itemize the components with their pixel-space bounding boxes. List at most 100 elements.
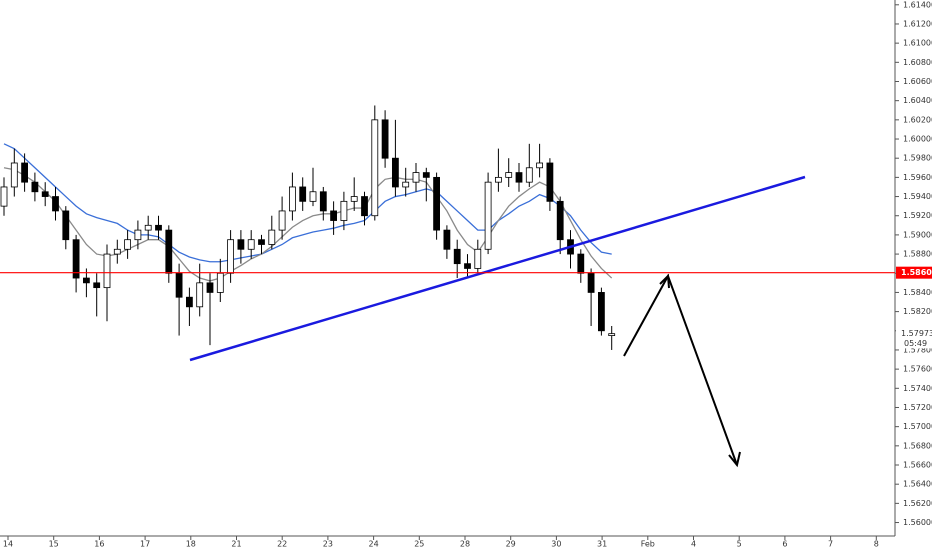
y-tick-label: 1.57800	[903, 345, 932, 354]
candle-body	[453, 248, 461, 265]
candle-body	[422, 172, 430, 178]
candle-body	[175, 272, 183, 298]
x-tick-label: 24	[369, 540, 379, 549]
trend-line	[189, 175, 806, 362]
candle-body	[278, 210, 286, 231]
candle-body	[93, 282, 101, 289]
x-tick-label: 29	[506, 540, 516, 549]
candle-body	[237, 239, 245, 250]
x-tick-label: 30	[551, 540, 561, 549]
y-tick-label: 1.58400	[903, 288, 932, 297]
last-price-label: 1.57973	[901, 329, 932, 338]
y-tick-label: 1.56600	[903, 461, 932, 470]
candle-body	[494, 176, 502, 183]
x-tick-label: 21	[231, 540, 241, 549]
candle-body	[536, 162, 543, 169]
y-tick-label: 1.59400	[903, 192, 932, 201]
price-level-label: 1.58606	[901, 268, 932, 277]
x-tick-label: 5	[737, 540, 742, 549]
y-tick-label: 1.59000	[903, 230, 932, 239]
plot	[0, 105, 616, 350]
y-tick-label: 1.59800	[903, 154, 932, 163]
y-tick-label: 1.59600	[903, 173, 932, 182]
candle-body	[340, 200, 348, 221]
candle-body	[402, 181, 410, 188]
y-tick-label: 1.56800	[903, 441, 932, 450]
candle-body	[319, 191, 327, 212]
x-tick-label: 22	[277, 540, 287, 549]
arrow-head	[659, 273, 670, 289]
candle-body	[31, 181, 39, 193]
candle-body	[247, 239, 255, 250]
x-tick-label: 16	[94, 540, 104, 549]
y-tick-label: 1.58200	[903, 307, 932, 316]
price-level-box	[896, 266, 932, 279]
candle-body	[185, 296, 193, 308]
candle-body	[83, 277, 90, 284]
candle-body	[577, 253, 585, 274]
x-tick-label: 25	[414, 540, 424, 549]
x-tick-label: 31	[597, 540, 607, 549]
candle-body	[464, 263, 471, 269]
x-tick-label: 23	[323, 540, 333, 549]
candle-body	[124, 239, 131, 250]
forecast-arrows	[623, 273, 741, 468]
candle-body	[515, 172, 523, 183]
y-tick-label: 1.60600	[903, 77, 932, 86]
candle-body	[206, 282, 214, 293]
y-tick-label: 1.58800	[903, 250, 932, 259]
candle-body	[72, 239, 80, 279]
candle-body	[371, 119, 379, 217]
y-tick-label: 1.56200	[903, 499, 932, 508]
x-tick-label: 17	[140, 540, 150, 549]
x-tick-label: Feb	[641, 540, 655, 549]
y-tick-label: 1.60400	[903, 96, 932, 105]
candle-body	[268, 229, 276, 245]
y-tick-label: 1.57200	[903, 403, 932, 412]
candle-body	[381, 119, 389, 159]
candle-body	[21, 162, 29, 183]
candle-body	[62, 210, 70, 241]
candle-body	[103, 253, 111, 289]
candle-body	[350, 196, 358, 202]
candle-body	[144, 224, 152, 231]
candle-body	[258, 239, 265, 245]
last-price-box	[896, 326, 932, 349]
x-tick-label: 14	[3, 540, 13, 549]
candle-body	[165, 229, 173, 274]
candle-body	[546, 162, 554, 202]
candle-body	[196, 282, 204, 308]
candle-body	[10, 162, 18, 188]
candle-body	[443, 229, 451, 250]
x-tick-label: 28	[460, 540, 470, 549]
candle-body	[309, 191, 317, 202]
y-tick-label: 1.60800	[903, 58, 932, 67]
arrow-head	[728, 451, 741, 468]
x-tick-label: 6	[782, 540, 787, 549]
y-tick-label: 1.61000	[903, 39, 932, 48]
y-tick-label: 1.59200	[903, 211, 932, 220]
x-tick-label: 8	[874, 540, 879, 549]
moving-average	[3, 143, 612, 263]
candle-body	[433, 176, 441, 231]
candle-body	[134, 229, 142, 241]
y-tick-label: 1.60000	[903, 135, 932, 144]
candle-body	[556, 200, 564, 241]
countdown-label: 05:49	[904, 339, 927, 348]
candle-body	[330, 210, 338, 221]
candle-body	[113, 248, 121, 255]
x-tick-label: 18	[186, 540, 196, 549]
candle-body	[155, 224, 162, 231]
candle-body	[484, 181, 492, 250]
x-tick-label: 7	[828, 540, 833, 549]
candle-body	[52, 196, 59, 212]
candle-body	[41, 191, 49, 197]
y-tick-label: 1.57600	[903, 365, 932, 374]
candle-body	[0, 186, 8, 207]
y-tick-label: 1.57400	[903, 384, 932, 393]
candle-body	[505, 172, 513, 178]
candle-body	[608, 333, 616, 336]
candle-body	[288, 186, 296, 212]
